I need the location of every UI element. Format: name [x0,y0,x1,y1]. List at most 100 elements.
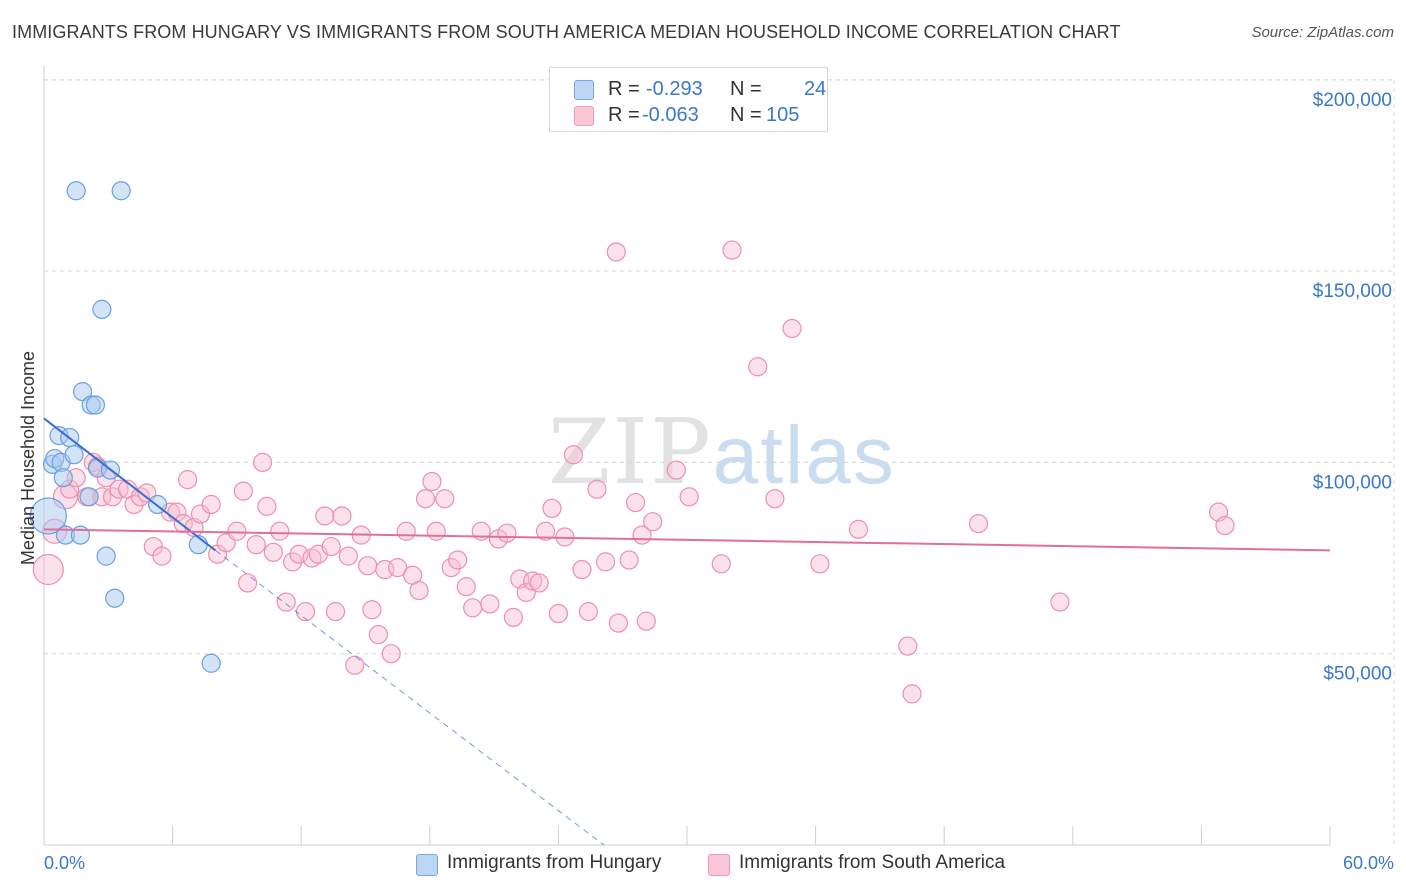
south-america-point [848,519,869,539]
south-america-point [227,521,247,541]
trend-lines [43,417,1331,846]
south-america-point [238,573,258,593]
correlation-legend: R = -0.293 N = 24 R = -0.063 N = 105 [549,67,828,132]
y-tick-label: $50,000 [1323,664,1392,685]
south-america-point [315,506,335,526]
hungary-point [92,299,112,319]
south-america-point [463,598,483,618]
south-america-point [124,494,144,515]
hungary-point [79,487,99,507]
south-america-point [548,603,569,624]
south-america-point [178,470,198,490]
south-america-point [782,318,802,339]
south-america-point [283,552,303,572]
south-america-point [190,504,211,524]
south-america-points [32,240,1235,704]
south-america-point [435,489,455,509]
y-tick-label: $200,000 [1313,90,1392,111]
hungary-point [105,588,125,608]
sa-r-value: -0.063 [642,104,699,126]
south-america-point [902,684,922,704]
south-america-point [497,523,517,543]
south-america-point [765,489,785,509]
south-america-point [666,460,686,480]
grid-lines [44,79,1395,845]
south-america-point [968,514,989,534]
south-america-point [415,489,436,509]
bottom-legend-hungary-swatch [416,854,438,876]
source-label: Source: ZipAtlas.com [1251,24,1394,41]
y-tick-label: $100,000 [1313,472,1392,493]
watermark-atlas: atlas [712,410,896,501]
hungary-n-label: N = [730,78,762,100]
hungary-point [64,445,84,465]
hungary-points [29,181,221,673]
south-america-point [358,556,378,576]
south-america-point [253,452,273,472]
watermark: ZIPatlas [548,400,896,505]
hungary-point [96,546,116,566]
south-america-point [542,498,562,518]
south-america-point [233,481,253,501]
south-america-swatch [574,106,594,126]
south-america-point [295,602,316,622]
sa-r-label: R = [608,104,640,126]
south-america-point [679,487,699,507]
south-america-point [263,542,283,562]
south-america-point [396,521,416,541]
bottom-legend-sa-swatch [708,854,730,876]
south-america-point [503,607,523,627]
south-america-point [1215,515,1235,536]
south-america-point [516,582,536,603]
hungary-point [29,497,67,535]
south-america-point [368,624,388,645]
south-america-point [636,611,656,631]
bottom-legend-hungary: Immigrants from Hungary [447,852,662,873]
axes [43,66,1331,846]
hungary-trend-line [43,417,217,552]
hungary-point [53,468,73,488]
hungary-point [201,653,221,673]
y-axis-title: Median Household Income [18,351,38,565]
south-america-point [345,655,365,675]
south-america-point [587,479,607,499]
axis-labels: $50,000 $100,000 $150,000 $200,000 0.0% 60.0%… [18,90,1394,873]
hungary-point [66,181,86,201]
legend-row-hungary: R = -0.293 N = 24 [550,76,827,104]
south-america-point [563,445,584,465]
south-america-point [456,577,476,597]
south-america-point [426,521,446,541]
hungary-point [70,525,91,545]
south-america-point [276,592,296,612]
south-america-point [722,240,742,260]
south-america-point [448,550,468,570]
south-america-point [201,494,221,515]
south-america-point [102,487,123,507]
sa-n-label: N = [730,104,762,126]
chart-title: IMMIGRANTS FROM HUNGARY VS IMMIGRANTS FR… [12,22,1121,42]
hungary-point [111,181,131,201]
y-tick-label: $150,000 [1313,281,1392,302]
south-america-point [480,594,500,614]
south-america-point [422,471,442,492]
watermark-zip: ZIP [548,400,713,505]
hungary-point [85,395,106,415]
south-america-trend-line [43,528,1331,552]
x-tick-label-start: 0.0% [44,853,85,873]
south-america-point [388,558,408,578]
south-america-point [32,553,64,586]
south-america-point [606,242,626,262]
south-america-point [257,496,277,516]
south-america-point [578,602,599,622]
bottom-legend-south-america: Immigrants from South America [739,852,1006,873]
south-america-point [748,357,768,377]
legend-row-south-america: R = -0.063 N = 105 [550,102,827,130]
south-america-point [572,559,592,580]
hungary-swatch [574,80,594,100]
hungary-r-label: R = [608,78,640,100]
south-america-point [246,535,266,555]
south-america-point [625,492,646,513]
south-america-point [270,521,290,541]
x-tick-label-end: 60.0% [1343,853,1394,873]
